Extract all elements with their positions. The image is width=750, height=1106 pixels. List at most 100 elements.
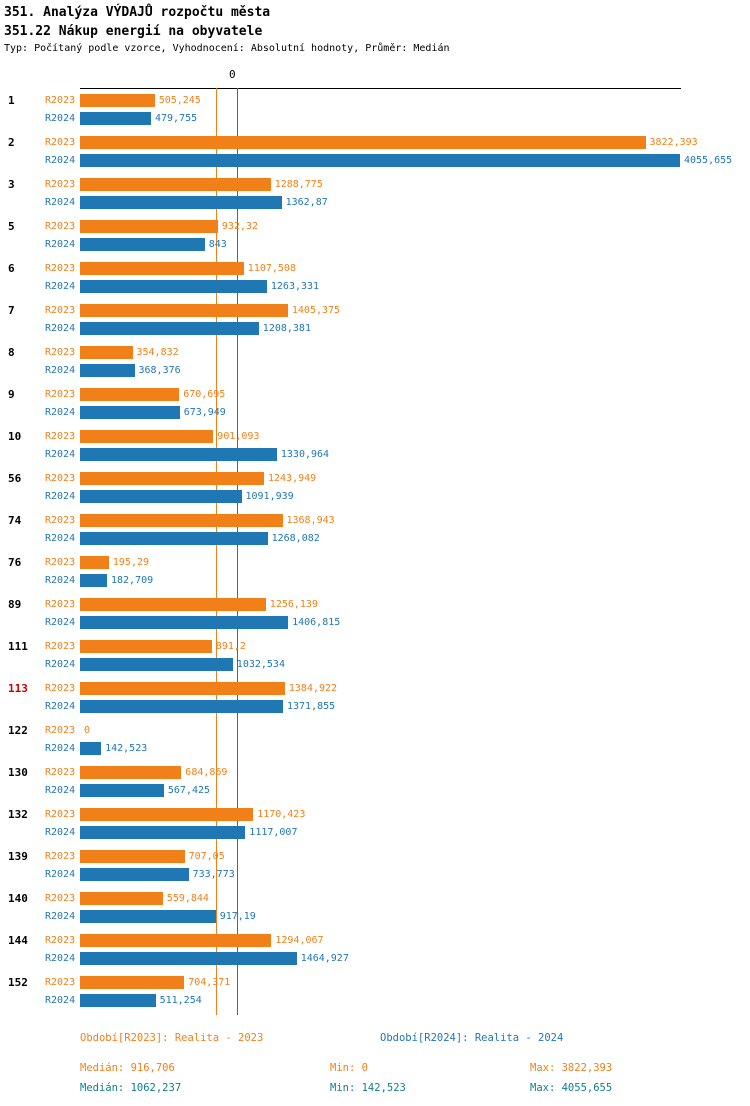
bar-value-label: 707,05 bbox=[188, 851, 225, 862]
bar-r2023-row-144 bbox=[80, 934, 272, 947]
bar-r2024-row-7 bbox=[80, 322, 259, 335]
bar-value-label: 1091,939 bbox=[245, 491, 294, 502]
bar-r2024-row-56 bbox=[80, 490, 242, 503]
series-label-r2024: R2024 bbox=[45, 953, 76, 964]
series-label-r2023: R2023 bbox=[45, 473, 76, 484]
bar-value-label: 1406,815 bbox=[292, 617, 341, 628]
bar-value-label: 354,832 bbox=[136, 347, 179, 358]
row-id-label: 139 bbox=[8, 850, 28, 863]
bar-value-label: 1294,067 bbox=[275, 935, 324, 946]
stats-r2024-max: Max: 4055,655 bbox=[530, 1082, 613, 1094]
bar-r2023-row-113 bbox=[80, 682, 285, 695]
row-id-label: 111 bbox=[8, 640, 28, 653]
bar-value-label: 1464,927 bbox=[300, 953, 349, 964]
bar-value-label: 901,093 bbox=[217, 431, 260, 442]
bar-r2023-row-5 bbox=[80, 220, 218, 233]
row-id-label: 152 bbox=[8, 976, 28, 989]
bar-r2023-row-8 bbox=[80, 346, 133, 359]
series-label-r2024: R2024 bbox=[45, 407, 76, 418]
series-label-r2024: R2024 bbox=[45, 575, 76, 586]
bar-r2024-row-130 bbox=[80, 784, 164, 797]
series-label-r2023: R2023 bbox=[45, 767, 76, 778]
bar-r2023-row-2 bbox=[80, 136, 646, 149]
series-label-r2023: R2023 bbox=[45, 389, 76, 400]
stats-r2023-median: Medián: 916,706 bbox=[80, 1062, 175, 1074]
bar-value-label: 843 bbox=[208, 239, 227, 250]
legend-r2024: Období[R2024]: Realita - 2024 bbox=[380, 1032, 564, 1044]
bar-r2023-row-1 bbox=[80, 94, 155, 107]
bar-value-label: 0 bbox=[84, 725, 91, 736]
bar-value-label: 733,773 bbox=[192, 869, 235, 880]
bar-value-label: 559,844 bbox=[166, 893, 209, 904]
bar-r2024-row-10 bbox=[80, 448, 277, 461]
bar-r2024-row-3 bbox=[80, 196, 282, 209]
bar-value-label: 704,371 bbox=[188, 977, 231, 988]
bar-value-label: 684,869 bbox=[185, 767, 228, 778]
bar-value-label: 932,32 bbox=[221, 221, 259, 232]
bar-r2023-row-56 bbox=[80, 472, 264, 485]
series-label-r2023: R2023 bbox=[45, 557, 76, 568]
series-label-r2024: R2024 bbox=[45, 533, 76, 544]
bar-value-label: 479,755 bbox=[155, 113, 198, 124]
row-id-label: 144 bbox=[8, 934, 28, 947]
row-id-label: 8 bbox=[8, 346, 15, 359]
median-line-r2023 bbox=[216, 88, 217, 1015]
stats-r2023-max: Max: 3822,393 bbox=[530, 1062, 613, 1074]
bar-value-label: 1256,139 bbox=[269, 599, 318, 610]
series-label-r2023: R2023 bbox=[45, 95, 76, 106]
row-id-label: 132 bbox=[8, 808, 28, 821]
bar-value-label: 673,949 bbox=[183, 407, 226, 418]
series-label-r2023: R2023 bbox=[45, 851, 76, 862]
series-label-r2024: R2024 bbox=[45, 323, 76, 334]
row-id-label: 1 bbox=[8, 94, 15, 107]
row-id-label: 3 bbox=[8, 178, 15, 191]
row-id-label: 140 bbox=[8, 892, 28, 905]
bar-value-label: 1208,381 bbox=[262, 323, 311, 334]
bar-r2023-row-3 bbox=[80, 178, 271, 191]
stats-r2023-min: Min: 0 bbox=[330, 1062, 368, 1074]
series-label-r2024: R2024 bbox=[45, 995, 76, 1006]
series-label-r2023: R2023 bbox=[45, 347, 76, 358]
series-label-r2023: R2023 bbox=[45, 179, 76, 190]
series-label-r2024: R2024 bbox=[45, 155, 76, 166]
series-label-r2024: R2024 bbox=[45, 869, 76, 880]
bar-value-label: 1288,775 bbox=[274, 179, 323, 190]
bar-value-label: 1330,964 bbox=[280, 449, 330, 460]
bar-r2024-row-139 bbox=[80, 868, 189, 881]
bar-value-label: 1170,423 bbox=[257, 809, 306, 820]
row-id-label: 89 bbox=[8, 598, 22, 611]
bar-r2024-row-89 bbox=[80, 616, 289, 629]
series-label-r2024: R2024 bbox=[45, 617, 76, 628]
bar-r2024-row-6 bbox=[80, 280, 267, 293]
median-line-r2024 bbox=[237, 88, 238, 1015]
bar-r2024-row-5 bbox=[80, 238, 205, 251]
row-id-label: 9 bbox=[8, 388, 15, 401]
series-label-r2023: R2023 bbox=[45, 599, 76, 610]
series-label-r2024: R2024 bbox=[45, 659, 76, 670]
bar-value-label: 1368,943 bbox=[286, 515, 335, 526]
series-label-r2023: R2023 bbox=[45, 935, 76, 946]
row-id-label: 10 bbox=[8, 430, 22, 443]
bar-r2023-row-111 bbox=[80, 640, 212, 653]
row-id-label: 2 bbox=[8, 136, 15, 149]
series-label-r2023: R2023 bbox=[45, 725, 76, 736]
series-label-r2024: R2024 bbox=[45, 113, 76, 124]
bar-value-label: 3822,393 bbox=[649, 137, 698, 148]
bar-value-label: 505,245 bbox=[158, 95, 201, 106]
bar-r2024-row-74 bbox=[80, 532, 268, 545]
row-id-label: 6 bbox=[8, 262, 15, 275]
bar-value-label: 511,254 bbox=[159, 995, 202, 1006]
bar-r2023-row-10 bbox=[80, 430, 214, 443]
bar-r2024-row-152 bbox=[80, 994, 156, 1007]
series-label-r2024: R2024 bbox=[45, 911, 76, 922]
series-label-r2024: R2024 bbox=[45, 365, 76, 376]
series-label-r2023: R2023 bbox=[45, 809, 76, 820]
bar-r2024-row-111 bbox=[80, 658, 233, 671]
bar-r2023-row-139 bbox=[80, 850, 185, 863]
row-id-label: 130 bbox=[8, 766, 28, 779]
axis-zero-label: 0 bbox=[229, 68, 236, 81]
series-label-r2023: R2023 bbox=[45, 137, 76, 148]
bar-r2024-row-144 bbox=[80, 952, 297, 965]
series-label-r2023: R2023 bbox=[45, 515, 76, 526]
bar-value-label: 142,523 bbox=[105, 743, 148, 754]
